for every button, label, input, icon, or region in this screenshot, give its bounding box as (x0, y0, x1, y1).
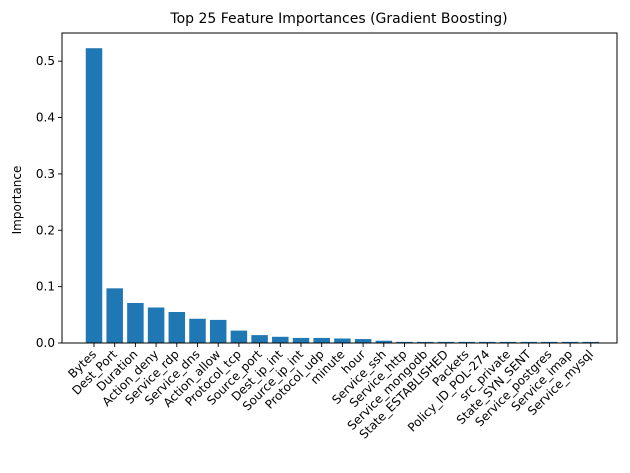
bar-Packets (458, 341, 475, 343)
bars-group (85, 48, 600, 343)
bar-Service_http (396, 341, 413, 343)
bar-Dest_Port (106, 288, 123, 343)
bar-Action_deny (147, 307, 165, 343)
bar-Policy_ID_POL-274 (479, 341, 496, 343)
bar-Protocol_udp (313, 337, 330, 343)
bar-Action_allow (209, 319, 227, 343)
y-axis-label: Importance (10, 166, 24, 235)
bar-State_SYN_SENT (520, 341, 537, 343)
bar-Service_mongodb (416, 341, 434, 343)
bar-State_ESTABLISHED (437, 341, 455, 343)
plot-frame (61, 32, 618, 344)
y-ticks-group: 0.0 0.1 0.2 0.3 0.4 0.5 (36, 54, 62, 350)
bar-Source_port (251, 335, 268, 343)
bar-Service_dns (189, 318, 206, 343)
bar-Service_ssh (375, 340, 393, 343)
bar-Source_ip_int (292, 337, 310, 343)
bar-Service_rdp (168, 312, 186, 343)
bar-Duration (127, 302, 144, 343)
bar-hour (354, 339, 372, 343)
bar-Service_mysql (582, 341, 600, 343)
bar-minute (334, 338, 351, 343)
y-tick-label: 0.4 (36, 111, 55, 125)
bar-Service_imap (561, 341, 579, 343)
bar-Bytes (85, 48, 103, 343)
y-tick-label: 0.5 (36, 54, 55, 68)
bar-src_private (499, 341, 517, 343)
y-tick-label: 0.0 (36, 336, 55, 350)
y-tick-label: 0.2 (36, 223, 55, 237)
y-tick-label: 0.3 (36, 167, 55, 181)
bar-Dest_ip_int (272, 336, 289, 343)
bar-Protocol_tcp (230, 330, 248, 343)
x-ticks-group: BytesDest_PortDurationAction_denyService… (65, 343, 596, 442)
bar-Service_postgres (541, 341, 558, 343)
y-tick-label: 0.1 (36, 280, 55, 294)
chart-title: Top 25 Feature Importances (Gradient Boo… (169, 11, 507, 27)
